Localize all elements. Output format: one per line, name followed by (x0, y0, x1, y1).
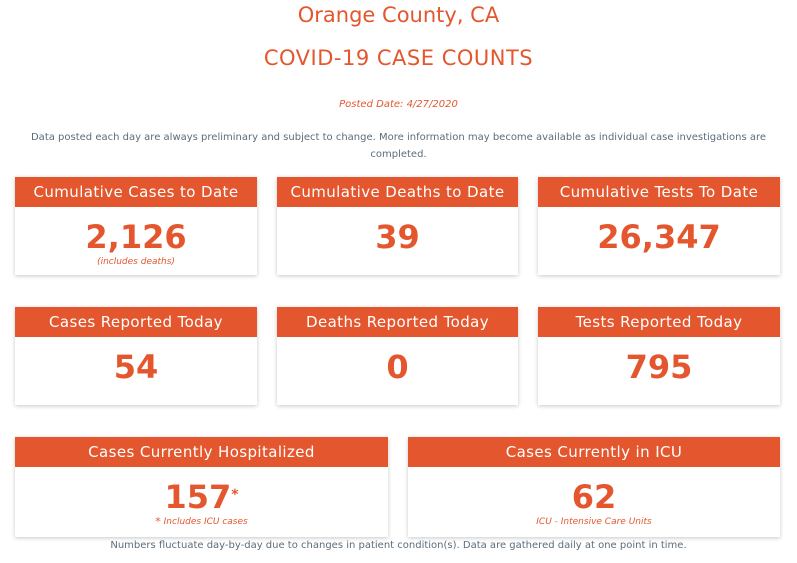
hospitalized-card: Cases Currently Hospitalized 157* * Incl… (15, 437, 388, 537)
deaths-today-value: 0 (386, 348, 409, 386)
cases-today-value: 54 (113, 348, 159, 386)
posted-date: Posted Date: 4/27/2020 (339, 99, 458, 110)
icu-note: ICU - Intensive Care Units (536, 517, 652, 527)
hospitalized-value-row: 157* (15, 479, 388, 515)
cumulative-tests-value: 26,347 (597, 218, 721, 256)
card-header: Cases Currently in ICU (408, 437, 780, 467)
card-header: Cumulative Cases to Date (15, 177, 257, 207)
cumulative-cases-note: (includes deaths) (97, 257, 175, 267)
tests-today-value: 795 (625, 348, 693, 386)
card-header: Cumulative Deaths to Date (277, 177, 518, 207)
asterisk-note-marker: * (155, 515, 161, 528)
cases-today-card: Cases Reported Today 54 (15, 307, 257, 405)
hospitalized-note-text: Includes ICU cases (160, 517, 248, 527)
county-title: Orange County, CA (297, 3, 500, 27)
cumulative-cases-value: 2,126 (85, 218, 187, 256)
asterisk-marker: * (231, 487, 239, 503)
cumulative-deaths-value: 39 (375, 218, 420, 256)
card-header: Deaths Reported Today (277, 307, 518, 337)
card-header: Tests Reported Today (538, 307, 780, 337)
icu-card: Cases Currently in ICU 62 ICU - Intensiv… (408, 437, 780, 537)
cumulative-cases-card: Cumulative Cases to Date 2,126 (includes… (15, 177, 257, 275)
cumulative-tests-card: Cumulative Tests To Date 26,347 (538, 177, 780, 275)
disclaimer-text: Data posted each day are always prelimin… (30, 132, 766, 160)
tests-today-card: Tests Reported Today 795 (538, 307, 780, 405)
hospitalized-value: 157 (164, 478, 232, 516)
hospitalized-note: * Includes ICU cases (15, 515, 388, 530)
footer-note: Numbers fluctuate day-by-day due to chan… (110, 540, 687, 551)
card-header: Cases Reported Today (15, 307, 257, 337)
card-header: Cumulative Tests To Date (538, 177, 780, 207)
cumulative-deaths-card: Cumulative Deaths to Date 39 (277, 177, 518, 275)
icu-value: 62 (571, 478, 617, 516)
page-title: COVID-19 CASE COUNTS (263, 46, 534, 70)
deaths-today-card: Deaths Reported Today 0 (277, 307, 518, 405)
card-header: Cases Currently Hospitalized (15, 437, 388, 467)
